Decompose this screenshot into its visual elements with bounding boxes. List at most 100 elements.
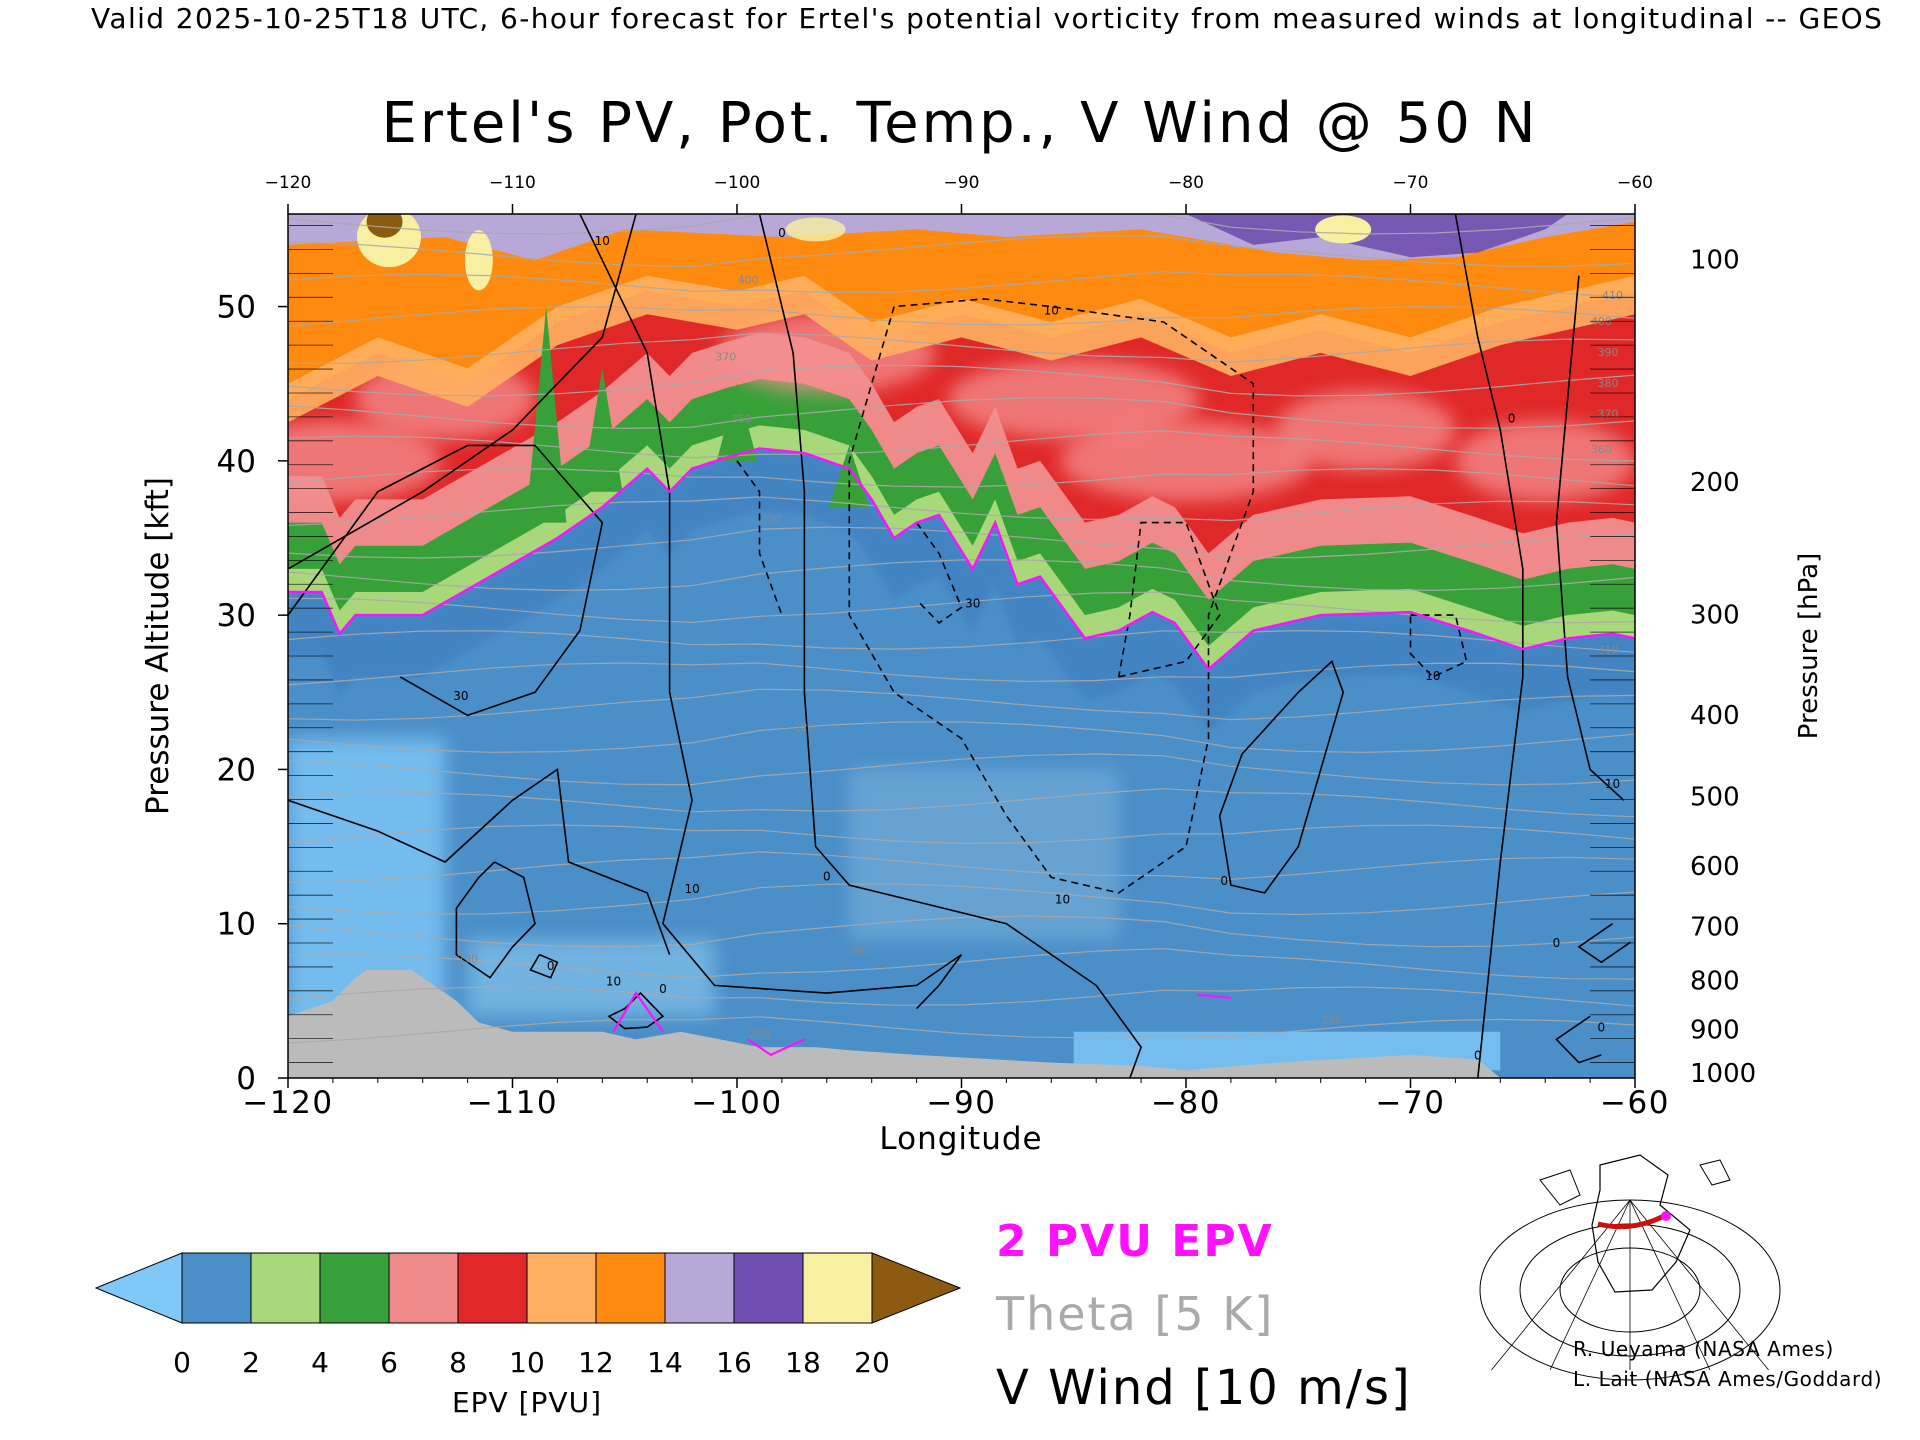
theta-contour-label: 320 bbox=[794, 721, 815, 734]
epv-field bbox=[288, 214, 1635, 1078]
wind-contour-label: 10 bbox=[595, 234, 610, 248]
x-tick-label: −80 bbox=[1151, 1085, 1221, 1121]
x-top-tick-label: −90 bbox=[944, 173, 980, 193]
y-tick-label: 10 bbox=[217, 907, 256, 943]
x-top-tick-label: −80 bbox=[1168, 173, 1204, 193]
colorbar-segment bbox=[526, 1252, 597, 1324]
chart-title: Ertel's PV, Pot. Temp., V Wind @ 50 N bbox=[381, 91, 1538, 156]
wind-contour-label: 30 bbox=[453, 689, 468, 703]
wind-contour-label: 0 bbox=[1508, 411, 1516, 425]
colorbar-segment bbox=[733, 1252, 804, 1324]
legend-entry: Theta [5 K] bbox=[995, 1287, 1274, 1341]
credits: R. Ueyama (NASA Ames) L. Lait (NASA Ames… bbox=[1573, 1334, 1882, 1394]
x-top-tick-label: −100 bbox=[714, 173, 761, 193]
colorbar-over-arrow bbox=[871, 1252, 962, 1324]
x-tick-label: −100 bbox=[691, 1085, 782, 1121]
theta-contour-label: 410 bbox=[1602, 289, 1623, 302]
colorbar-segment bbox=[664, 1252, 735, 1324]
pressure-tick-label: 200 bbox=[1690, 468, 1740, 498]
colorbar-under-arrow bbox=[94, 1252, 183, 1324]
pressure-tick-label: 1000 bbox=[1690, 1059, 1756, 1089]
credit-line-2: L. Lait (NASA Ames/Goddard) bbox=[1573, 1367, 1883, 1391]
colorbar-segment bbox=[595, 1252, 666, 1324]
theta-contour-label: 290 bbox=[457, 952, 478, 965]
colorbar-segment bbox=[181, 1252, 252, 1324]
wind-contour-label: 10 bbox=[606, 974, 621, 988]
y-tick-label: 50 bbox=[217, 290, 256, 326]
pressure-tick-label: 400 bbox=[1690, 701, 1740, 731]
x-top-tick-label: −120 bbox=[265, 173, 312, 193]
colorbar: 0 2 4 6 8 10 12 14 16 18 20 EPV [PVU] bbox=[94, 1252, 962, 1419]
theta-contour-label: 300 bbox=[850, 945, 871, 958]
theta-contour-label: 310 bbox=[1598, 644, 1619, 657]
wind-contour-label: 0 bbox=[1474, 1048, 1482, 1062]
colorbar-segment bbox=[250, 1252, 321, 1324]
theta-contour-label: 350 bbox=[731, 412, 752, 425]
pressure-tick-label: 600 bbox=[1690, 852, 1740, 882]
y-tick-label: 20 bbox=[217, 752, 256, 788]
wind-contour-label: 0 bbox=[1220, 874, 1228, 888]
wind-contour-label: 0 bbox=[1553, 936, 1561, 950]
pressure-tick-label: 800 bbox=[1690, 966, 1740, 996]
y-tick-label: 30 bbox=[217, 598, 256, 634]
colorbar-tick-label: 0 bbox=[173, 1346, 191, 1379]
x-tick-label: −90 bbox=[927, 1085, 997, 1121]
colorbar-tick-label: 16 bbox=[716, 1346, 752, 1379]
legend: 2 PVU EPV Theta [5 K] V Wind [10 m/s] bbox=[995, 1216, 1410, 1416]
axes: −120 −120 −110 −110 −100 −100 −90 −90 −80 −80 −70 −… bbox=[140, 173, 1824, 1157]
theta-contour-label: 370 bbox=[1598, 408, 1619, 421]
x-tick-label: −120 bbox=[242, 1085, 333, 1121]
theta-contour-label: 280 bbox=[1321, 1014, 1342, 1027]
credit-line-1: R. Ueyama (NASA Ames) bbox=[1573, 1337, 1834, 1361]
wind-contour-label: 10 bbox=[1605, 777, 1620, 791]
wind-contour-label: 0 bbox=[547, 959, 555, 973]
theta-contour-label: 400 bbox=[738, 273, 759, 286]
legend-entry: 2 PVU EPV bbox=[996, 1216, 1274, 1267]
colorbar-tick-label: 2 bbox=[242, 1346, 260, 1379]
colorbar-segment bbox=[388, 1252, 459, 1324]
wind-contour-label: 10 bbox=[1425, 669, 1440, 683]
colorbar-tick-label: 8 bbox=[449, 1346, 467, 1379]
theta-contour-label: 330 bbox=[760, 513, 781, 526]
theta-contour-label: 360 bbox=[1591, 443, 1612, 456]
colorbar-label: EPV [PVU] bbox=[452, 1386, 602, 1419]
x-top-tick-label: −110 bbox=[489, 173, 536, 193]
pressure-tick-label: 300 bbox=[1690, 601, 1740, 631]
colorbar-tick-label: 20 bbox=[854, 1346, 890, 1379]
valid-time-header: Valid 2025-10-25T18 UTC, 6-hour forecast… bbox=[0, 0, 1920, 40]
x-top-tick-label: −70 bbox=[1393, 173, 1429, 193]
colorbar-tick-label: 12 bbox=[578, 1346, 614, 1379]
y-axis-label-right: Pressure [hPa] bbox=[1794, 553, 1824, 740]
cross-section-endpoint bbox=[1661, 1211, 1671, 1221]
colorbar-tick-label: 6 bbox=[380, 1346, 398, 1379]
wind-contour-label: 30 bbox=[965, 596, 980, 610]
colorbar-segment bbox=[457, 1252, 528, 1324]
theta-contour-label: 380 bbox=[1598, 377, 1619, 390]
pressure-tick-label: 900 bbox=[1690, 1016, 1740, 1046]
theta-contour-label: 280 bbox=[749, 1028, 770, 1041]
colorbar-tick-label: 4 bbox=[311, 1346, 329, 1379]
x-tick-label: −60 bbox=[1600, 1085, 1670, 1121]
valid-time-text: Valid 2025-10-25T18 UTC, 6-hour forecast… bbox=[91, 2, 1884, 35]
cross-section-line bbox=[1597, 1213, 1666, 1230]
x-axis-label: Longitude bbox=[879, 1121, 1042, 1157]
contour-overlay: 0 0 10 10 0 30 10 0 10 30 10 0 10 0 10 0 0 0 400 370 350 330 3… bbox=[288, 214, 1635, 1078]
colorbar-tick-label: 10 bbox=[509, 1346, 545, 1379]
wind-contour-label: 10 bbox=[1044, 303, 1059, 317]
x-tick-label: −70 bbox=[1376, 1085, 1446, 1121]
x-tick-label: −110 bbox=[467, 1085, 558, 1121]
theta-contour-label: 390 bbox=[1598, 346, 1619, 359]
location-map-inset bbox=[1479, 1148, 1781, 1381]
wind-contour-label: 10 bbox=[684, 882, 699, 896]
pressure-tick-label: 100 bbox=[1690, 246, 1740, 276]
colorbar-segment bbox=[319, 1252, 390, 1324]
wind-contour-label: 0 bbox=[659, 982, 667, 996]
colorbar-tick-label: 18 bbox=[785, 1346, 821, 1379]
colorbar-tick-label: 14 bbox=[647, 1346, 683, 1379]
y-tick-label: 40 bbox=[217, 444, 256, 480]
pressure-tick-label: 500 bbox=[1690, 783, 1740, 813]
theta-contour-label: 370 bbox=[715, 351, 736, 364]
wind-contour-label: 10 bbox=[1055, 893, 1070, 907]
